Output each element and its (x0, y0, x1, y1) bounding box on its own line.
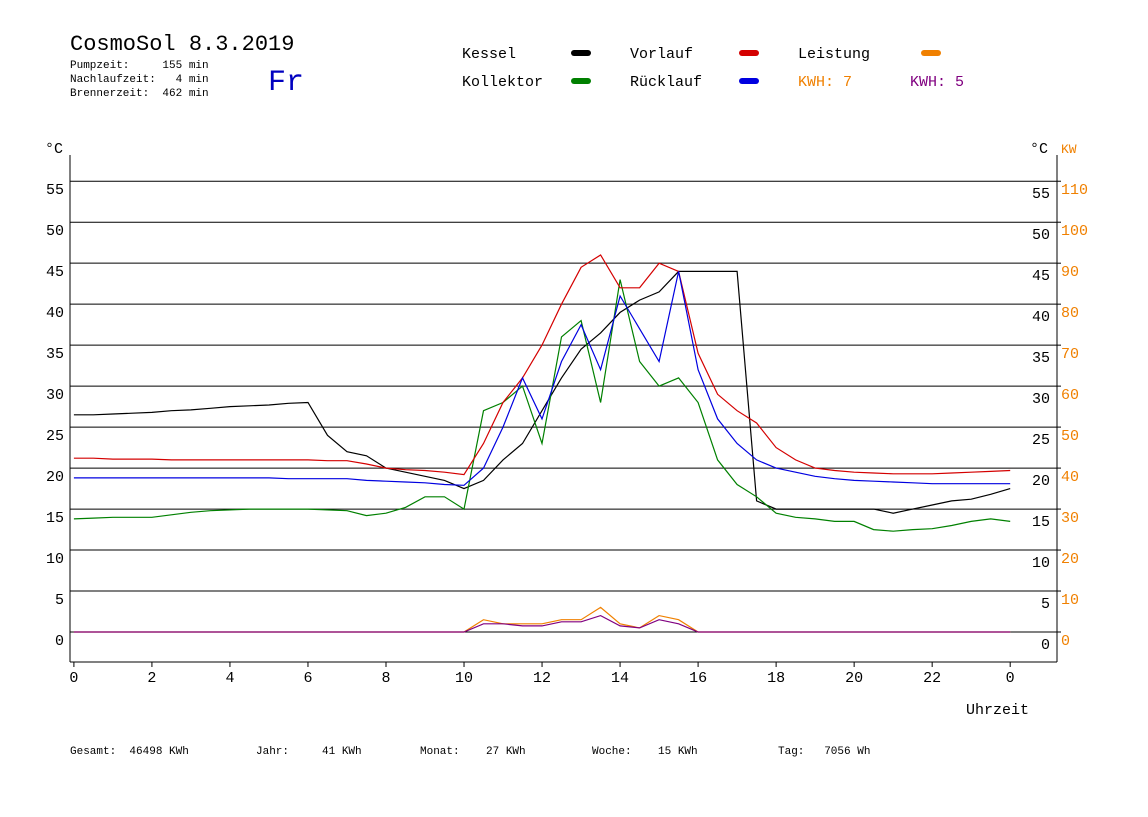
y-tick-label: 50 (1032, 227, 1050, 244)
footer-text: Monat: 27 KWh (420, 746, 526, 758)
x-axis-label: Uhrzeit (966, 702, 1029, 719)
y-tick-label: 15 (46, 510, 64, 527)
x-tick-label: 0 (1006, 670, 1015, 687)
legend-label: Vorlauf (630, 46, 693, 63)
y-tick-label: 45 (1032, 268, 1050, 285)
chart-title: CosmoSol 8.3.2019 (70, 32, 294, 57)
y-tick-label: 30 (1032, 391, 1050, 408)
y-tick-label: 0 (1041, 637, 1050, 654)
y2-unit: KW (1061, 142, 1077, 157)
series-line (73, 254, 1011, 476)
series-line (73, 606, 1011, 633)
y2-tick-label: 0 (1061, 633, 1070, 650)
legend-label: Kollektor (462, 74, 543, 91)
y-tick-label: 15 (1032, 514, 1050, 531)
y2-tick-label: 90 (1061, 264, 1079, 281)
y2-tick-label: 110 (1061, 182, 1088, 199)
y2-tick-label: 50 (1061, 428, 1079, 445)
series-line (73, 614, 1011, 633)
kwh-label: KWH: 5 (910, 74, 964, 91)
y-unit: °C (45, 141, 63, 158)
y-unit: °C (1030, 141, 1048, 158)
y2-tick-label: 20 (1061, 551, 1079, 568)
y-tick-label: 55 (1032, 186, 1050, 203)
info-text: Pumpzeit: 155 min (70, 60, 209, 72)
y2-tick-label: 10 (1061, 592, 1079, 609)
x-tick-label: 16 (689, 670, 707, 687)
x-tick-label: 12 (533, 670, 551, 687)
x-tick-label: 0 (69, 670, 78, 687)
y-tick-label: 25 (46, 428, 64, 445)
y-tick-label: 0 (55, 633, 64, 650)
info-text: Nachlaufzeit: 4 min (70, 74, 209, 86)
y2-tick-label: 80 (1061, 305, 1079, 322)
y2-tick-label: 40 (1061, 469, 1079, 486)
y-tick-label: 25 (1032, 432, 1050, 449)
x-tick-label: 18 (767, 670, 785, 687)
y-tick-label: 55 (46, 182, 64, 199)
y-tick-label: 35 (46, 346, 64, 363)
legend-label: Leistung (798, 46, 870, 63)
legend-label: Rücklauf (630, 74, 702, 91)
series-line (73, 279, 1011, 532)
y2-tick-label: 70 (1061, 346, 1079, 363)
y-tick-label: 35 (1032, 350, 1050, 367)
y-tick-label: 20 (46, 469, 64, 486)
x-tick-label: 20 (845, 670, 863, 687)
y-tick-label: 10 (46, 551, 64, 568)
footer-text: Tag: 7056 Wh (778, 746, 870, 758)
footer-text: Gesamt: 46498 KWh (70, 746, 189, 758)
x-tick-label: 8 (381, 670, 390, 687)
x-tick-label: 2 (147, 670, 156, 687)
series-line (73, 271, 1011, 486)
y-tick-label: 5 (55, 592, 64, 609)
y-tick-label: 20 (1032, 473, 1050, 490)
kwh-label: KWH: 7 (798, 74, 852, 91)
x-tick-label: 4 (225, 670, 234, 687)
y-tick-label: 30 (46, 387, 64, 404)
series-line (73, 270, 1011, 514)
x-tick-label: 14 (611, 670, 629, 687)
footer-text: Jahr: 41 KWh (256, 746, 362, 758)
y2-tick-label: 60 (1061, 387, 1079, 404)
x-tick-label: 6 (303, 670, 312, 687)
footer-text: Woche: 15 KWh (592, 746, 698, 758)
y-tick-label: 40 (1032, 309, 1050, 326)
x-tick-label: 22 (923, 670, 941, 687)
y-tick-label: 5 (1041, 596, 1050, 613)
y-tick-label: 40 (46, 305, 64, 322)
x-tick-label: 10 (455, 670, 473, 687)
y2-tick-label: 100 (1061, 223, 1088, 240)
legend-label: Kessel (462, 46, 516, 63)
y-tick-label: 45 (46, 264, 64, 281)
weekday: Fr (268, 66, 304, 100)
y-tick-label: 50 (46, 223, 64, 240)
info-text: Brennerzeit: 462 min (70, 88, 209, 100)
y2-tick-label: 30 (1061, 510, 1079, 527)
y-tick-label: 10 (1032, 555, 1050, 572)
